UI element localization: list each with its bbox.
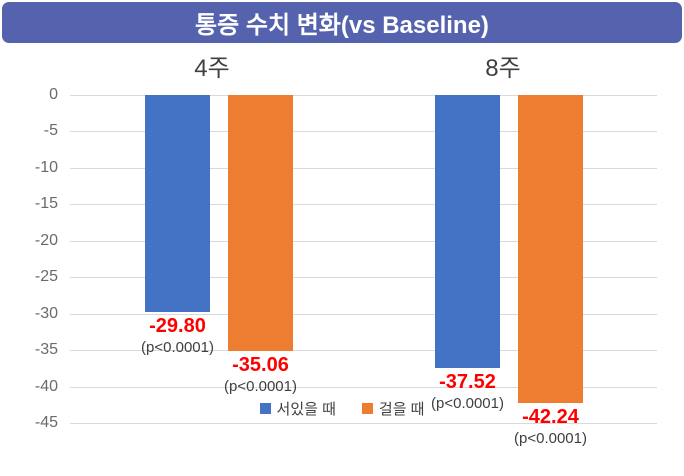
category-label-week8: 8주	[485, 55, 521, 82]
legend-swatch-walking-icon	[361, 403, 373, 414]
bar-standing-week8	[435, 95, 500, 368]
value-label-walking-week8: -42.24	[522, 406, 579, 428]
gridline	[70, 204, 657, 205]
chart-title: 통증 수치 변화(vs Baseline)	[195, 12, 489, 39]
y-axis-tick-label: -5	[43, 122, 58, 139]
bar-walking-week4	[228, 95, 293, 351]
legend-item-walking: 걸을 때	[361, 398, 425, 419]
value-label-walking-week4: -35.06	[232, 354, 289, 376]
gridline	[70, 277, 657, 278]
chart-title-bar: 통증 수치 변화(vs Baseline)	[2, 2, 682, 43]
y-axis-tick-label: -10	[34, 159, 58, 176]
y-axis-tick-label: -45	[34, 414, 58, 431]
gridline	[70, 241, 657, 242]
value-label-standing-week4: -29.80	[149, 315, 206, 337]
chart-area: 0 -5 -10 -15 -20 -25 -30 -35 -40 -45 4주 8주 -29.80 (p<…	[0, 44, 684, 476]
category-label-week4: 4주	[194, 55, 230, 82]
p-value-label-walking-week8: (p<0.0001)	[514, 430, 587, 447]
y-axis-tick-label: -35	[34, 341, 58, 358]
y-axis-tick-label: -15	[34, 195, 58, 212]
p-value-label-walking-week4: (p<0.0001)	[224, 378, 297, 395]
legend-label-standing: 서있을 때	[276, 401, 336, 418]
bar-walking-week8	[518, 95, 583, 403]
legend-swatch-standing-icon	[259, 403, 271, 414]
y-axis-tick-label: -40	[34, 378, 58, 395]
gridline	[70, 168, 657, 169]
gridline	[70, 350, 657, 351]
legend: 서있을 때 걸을 때	[0, 398, 684, 419]
gridline	[70, 387, 657, 388]
y-axis-tick-label: -25	[34, 268, 58, 285]
gridline	[70, 423, 657, 424]
p-value-label-standing-week8: (p<0.0001)	[431, 395, 504, 412]
p-value-label-standing-week4: (p<0.0001)	[141, 339, 214, 356]
y-axis-tick-label: -30	[34, 305, 58, 322]
bar-standing-week4	[145, 95, 210, 312]
value-label-standing-week8: -37.52	[439, 371, 496, 393]
gridline	[70, 314, 657, 315]
legend-item-standing: 서있을 때	[259, 398, 336, 419]
y-axis-tick-label: -20	[34, 232, 58, 249]
gridline	[70, 95, 657, 96]
legend-label-walking: 걸을 때	[378, 401, 425, 418]
y-axis-tick-label: 0	[49, 86, 58, 103]
gridline	[70, 131, 657, 132]
